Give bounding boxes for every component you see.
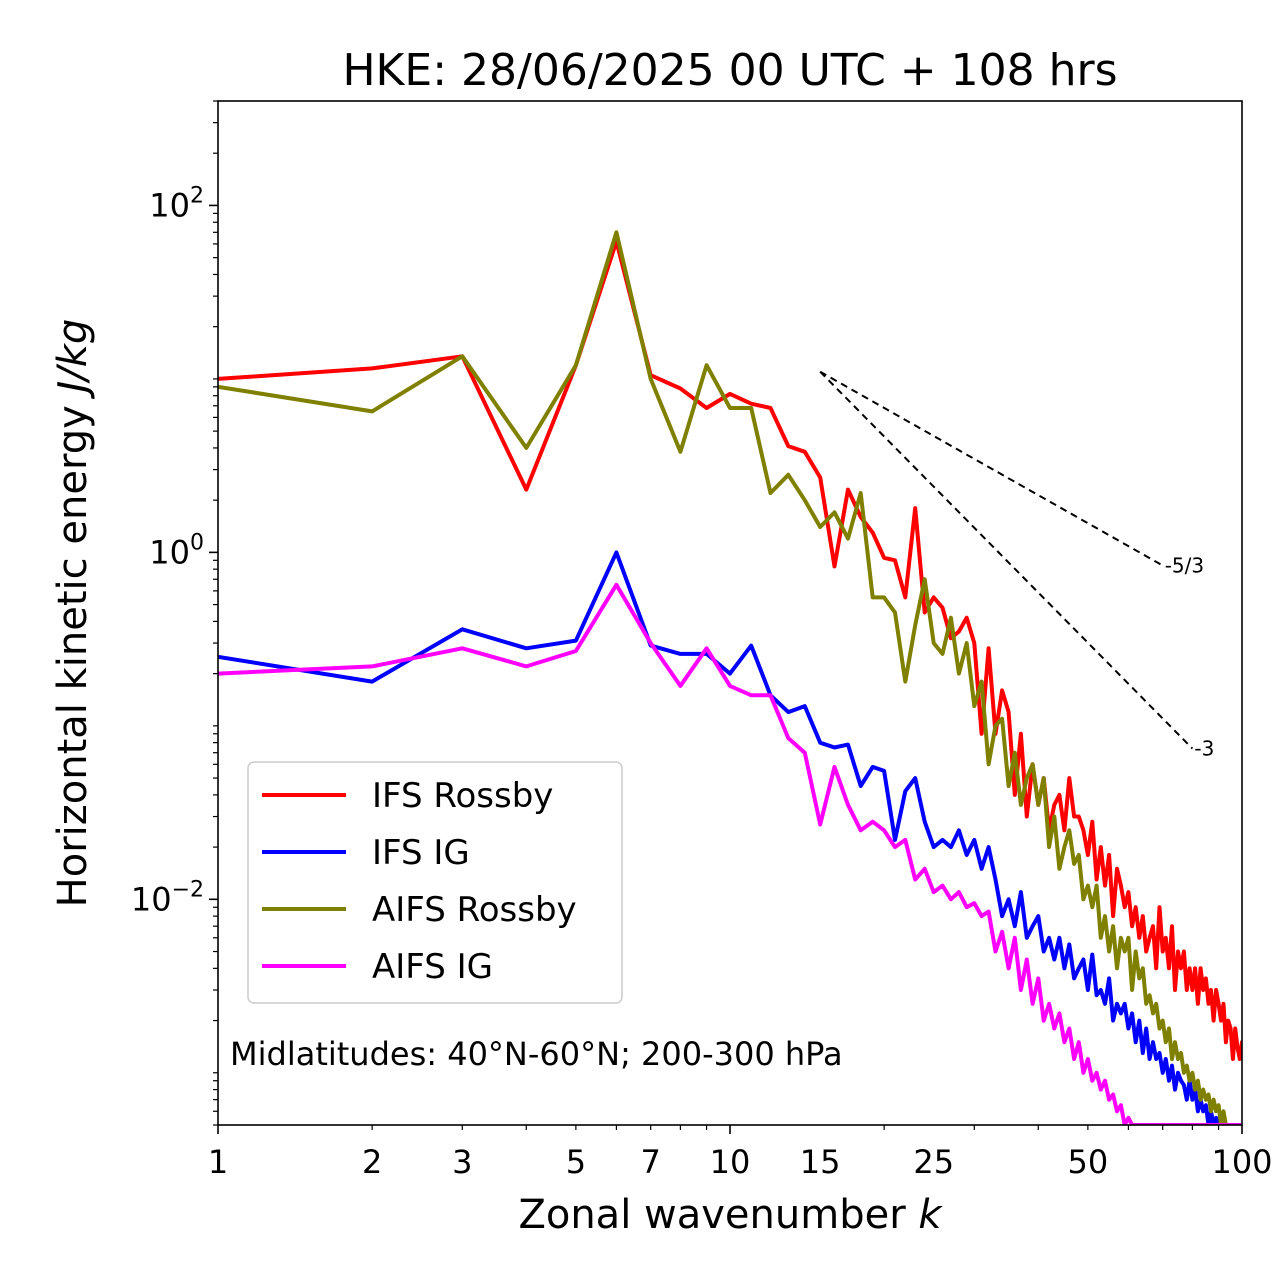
plot-frame: [217, 100, 1243, 1126]
x-tick-label: 2: [362, 1143, 382, 1181]
series-line-aifs-rossby: [218, 230, 1242, 1125]
reference-slopes: -5/3 -3: [819, 370, 1214, 761]
y-tick-label: 10−2: [131, 877, 204, 918]
x-tick-label: 10: [710, 1143, 751, 1181]
y-axis-label: Horizontal kinetic energy J/kg: [50, 319, 96, 908]
reference-slope-label-3: -3: [1194, 737, 1214, 761]
x-axis-label-text: Zonal wavenumber: [518, 1192, 906, 1238]
x-axis-variable: k: [918, 1192, 943, 1238]
series-line-aifs-ig: [218, 582, 1242, 1125]
x-tick-label: 15: [800, 1143, 841, 1181]
region-annotation: Midlatitudes: 40°N-60°N; 200-300 hPa: [230, 1035, 843, 1073]
series-line-ifs-rossby: [218, 239, 1242, 1061]
x-tick-label: 25: [913, 1143, 954, 1181]
chart-title: HKE: 28/06/2025 00 UTC + 108 hrs: [342, 45, 1117, 96]
x-axis-label: Zonal wavenumber k: [518, 1192, 943, 1238]
svg-text:Horizontal kinetic energy J/kg: Horizontal kinetic energy J/kg: [50, 319, 96, 908]
y-tick-label: 102: [149, 183, 204, 224]
y-axis-units: J/kg: [50, 319, 96, 400]
series-layer: [218, 230, 1242, 1125]
x-tick-label: 3: [452, 1143, 472, 1181]
legend-label-aifs-ig: AIFS IG: [372, 947, 493, 987]
x-tick-label: 1: [208, 1143, 228, 1181]
legend-box: [247, 761, 623, 1004]
reference-slope-5-3: [819, 370, 1164, 567]
y-axis-label-text: Horizontal kinetic energy: [50, 405, 96, 907]
x-tick-label: 50: [1068, 1143, 1109, 1181]
x-tick-label: 100: [1211, 1143, 1272, 1181]
legend-label-ifs-rossby: IFS Rossby: [372, 776, 553, 816]
x-tick-label: 5: [566, 1143, 586, 1181]
y-tick-label: 100: [149, 530, 204, 571]
reference-slope-3: [819, 371, 1194, 750]
legend-label-ifs-ig: IFS IG: [372, 833, 470, 873]
legend: IFS Rossby IFS IG AIFS Rossby AIFS IG: [247, 761, 623, 1004]
series-line-ifs-ig: [218, 550, 1242, 1125]
axis-ticks: 1 2 3 5 7 10 15 25 50 100 102 100 10−2: [131, 100, 1273, 1181]
legend-label-aifs-rossby: AIFS Rossby: [372, 890, 577, 930]
x-tick-label: 7: [641, 1143, 661, 1181]
reference-slope-label-5-3: -5/3: [1165, 554, 1204, 578]
